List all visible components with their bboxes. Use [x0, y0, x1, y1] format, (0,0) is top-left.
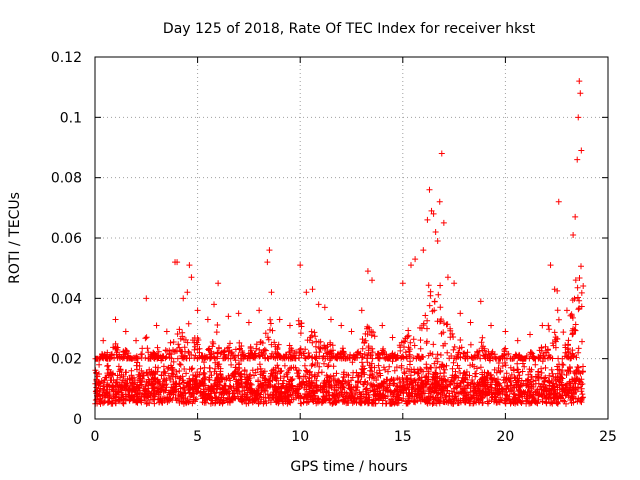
data-point — [338, 322, 345, 329]
data-point — [527, 331, 534, 338]
data-point — [555, 198, 562, 205]
data-point — [174, 259, 181, 266]
data-point — [297, 262, 304, 269]
y-tick-label: 0.02 — [51, 352, 82, 368]
plot-frame — [94, 56, 609, 420]
data-point — [438, 150, 445, 157]
data-point — [389, 334, 396, 341]
data-point — [321, 304, 328, 311]
data-point — [268, 289, 275, 296]
data-point — [440, 219, 447, 226]
data-point — [451, 280, 458, 287]
y-tick-label: 0.04 — [51, 291, 82, 307]
data-point — [575, 114, 582, 121]
data-point — [444, 274, 451, 281]
x-tick-label: 5 — [193, 429, 202, 445]
data-point — [399, 280, 406, 287]
grid-lines — [95, 57, 608, 419]
data-point — [184, 289, 191, 296]
data-point — [563, 307, 570, 314]
y-tick-label: 0 — [73, 412, 82, 428]
data-point — [133, 337, 140, 344]
data-point — [420, 247, 427, 254]
data-point — [104, 349, 111, 356]
data-point — [245, 319, 252, 326]
x-tick-label: 10 — [291, 429, 309, 445]
data-point — [163, 328, 170, 335]
data-point — [551, 286, 558, 293]
data-point — [576, 78, 583, 85]
data-points — [92, 78, 587, 407]
data-point — [286, 322, 293, 329]
data-point — [502, 328, 509, 335]
data-point — [100, 337, 107, 344]
data-point — [204, 316, 211, 323]
data-point — [188, 274, 195, 281]
data-point — [235, 310, 242, 317]
data-point — [225, 313, 232, 320]
data-point — [309, 286, 316, 293]
data-point — [430, 210, 437, 217]
y-axis-label: ROTI / TECUs — [7, 192, 23, 284]
y-tick-label: 0.08 — [51, 171, 82, 187]
x-tick-label: 0 — [91, 429, 100, 445]
y-tick-label: 0.06 — [51, 231, 82, 247]
data-point — [122, 328, 129, 335]
data-point — [153, 322, 160, 329]
data-point — [577, 90, 584, 97]
data-point — [194, 307, 201, 314]
data-point — [436, 198, 443, 205]
scatter-cloud — [92, 263, 587, 407]
data-point — [315, 301, 322, 308]
x-tick-label: 25 — [599, 429, 617, 445]
data-point — [432, 228, 439, 235]
data-point — [276, 316, 283, 323]
data-point — [96, 361, 103, 368]
data-point — [379, 322, 386, 329]
data-point — [186, 262, 193, 269]
data-point — [412, 256, 419, 263]
y-tick-label: 0.1 — [60, 110, 82, 126]
data-point — [408, 262, 415, 269]
data-point — [457, 310, 464, 317]
data-point — [264, 259, 271, 266]
data-point — [488, 322, 495, 329]
data-point — [348, 328, 355, 335]
data-point — [574, 156, 581, 163]
data-point — [424, 216, 431, 223]
data-point — [266, 247, 273, 254]
x-tick-label: 20 — [496, 429, 514, 445]
data-point — [434, 238, 441, 245]
data-point — [211, 301, 218, 308]
data-point — [215, 280, 222, 287]
data-point — [570, 231, 577, 238]
data-point — [369, 277, 376, 284]
chart-title: Day 125 of 2018, Rate Of TEC Index for r… — [163, 21, 536, 37]
data-point — [112, 316, 119, 323]
data-point — [572, 213, 579, 220]
data-point — [467, 319, 474, 326]
data-point — [539, 322, 546, 329]
x-axis-label: GPS time / hours — [290, 459, 407, 475]
data-point — [358, 307, 365, 314]
data-point — [578, 147, 585, 154]
data-point — [256, 307, 263, 314]
y-tick-label: 0.12 — [51, 50, 82, 66]
data-point — [143, 295, 150, 302]
tick-labels: 0 5 10 15 20 25 0 0.02 0.04 0.06 0.08 0.1 0.12 — [51, 50, 617, 445]
data-point — [327, 316, 334, 323]
x-tick-label: 15 — [394, 429, 412, 445]
data-point — [180, 295, 187, 302]
data-point — [364, 268, 371, 275]
data-point — [514, 337, 521, 344]
data-point — [428, 207, 435, 214]
data-point — [547, 262, 554, 269]
data-point — [426, 186, 433, 193]
data-point — [477, 298, 484, 305]
data-point — [303, 289, 310, 296]
